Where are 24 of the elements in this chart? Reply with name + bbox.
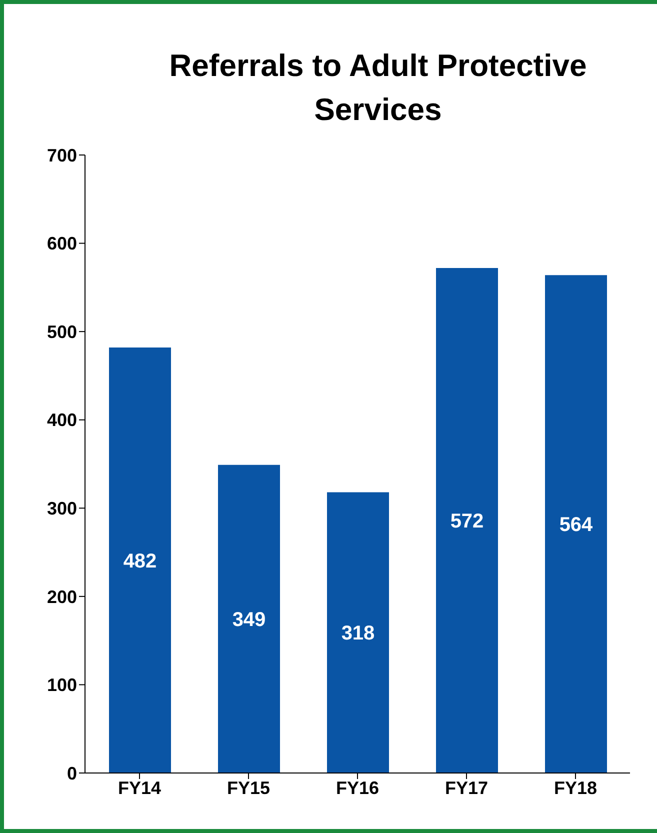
- y-tick-label: 700: [46, 145, 77, 166]
- x-tick-label: FY18: [554, 778, 598, 798]
- y-tick-label: 200: [46, 586, 77, 607]
- bar: [436, 268, 498, 773]
- chart-title: Referrals to Adult Protective Services: [168, 47, 588, 129]
- bar: [218, 464, 280, 773]
- y-tick-label: 300: [46, 498, 77, 519]
- data-label: 482: [123, 550, 157, 572]
- bar: [327, 492, 389, 773]
- y-tick-label: 400: [46, 410, 77, 430]
- data-label: 349: [232, 609, 266, 632]
- bar: [545, 275, 607, 773]
- data-label: 564: [559, 514, 594, 536]
- y-tick-label: 0: [66, 763, 77, 784]
- x-tick-label: FY14: [118, 778, 162, 798]
- x-tick-label: FY17: [444, 778, 488, 798]
- data-label: 318: [341, 622, 375, 645]
- data-label: 572: [450, 510, 484, 533]
- x-tick-label: FY15: [226, 778, 270, 798]
- y-tick-label: 600: [46, 234, 77, 254]
- y-tick-label: 100: [46, 675, 77, 696]
- y-tick-label: 500: [46, 322, 77, 342]
- x-tick-label: FY16: [336, 778, 380, 798]
- bar: [109, 347, 171, 773]
